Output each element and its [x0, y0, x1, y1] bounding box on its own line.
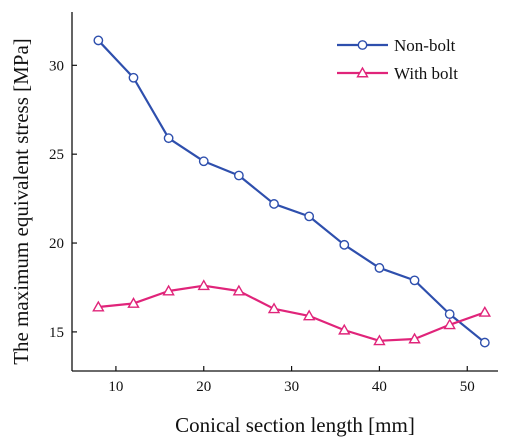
x-tick-label: 10: [108, 379, 123, 395]
series-line-non-bolt: [97, 39, 486, 344]
data-point-with-bolt: [338, 323, 351, 335]
data-point-with-bolt: [92, 300, 105, 312]
x-axis-title: Conical section length [mm]: [175, 413, 415, 437]
data-point-with-bolt: [408, 332, 421, 344]
data-point-with-bolt: [162, 284, 175, 296]
data-point-non-bolt: [93, 35, 104, 46]
data-point-non-bolt: [479, 337, 490, 348]
data-point-with-bolt: [302, 309, 316, 321]
data-point-with-bolt: [232, 284, 246, 296]
data-point-non-bolt: [233, 170, 244, 181]
data-point-non-bolt: [269, 199, 279, 209]
legend-marker: [357, 40, 368, 50]
x-tick-label: 40: [372, 379, 387, 395]
data-point-with-bolt: [373, 334, 386, 346]
legend-label: With bolt: [394, 64, 458, 83]
data-point-non-bolt: [198, 156, 209, 167]
data-point-non-bolt: [374, 263, 385, 273]
data-point-non-bolt: [409, 275, 420, 286]
data-point-with-bolt: [267, 302, 281, 314]
data-point-non-bolt: [339, 239, 350, 250]
data-point-with-bolt: [197, 279, 210, 291]
series-line-with-bolt: [98, 284, 486, 342]
axis-ticks: 10 20 30 40 50 15 20 25 30: [49, 58, 475, 395]
data-point-non-bolt: [163, 133, 174, 144]
x-tick-label: 20: [196, 379, 211, 395]
legend-marker: [356, 66, 369, 78]
data-point-non-bolt: [444, 309, 455, 320]
data-series: [92, 35, 492, 348]
data-point-non-bolt: [304, 211, 315, 222]
data-point-with-bolt: [478, 305, 492, 317]
y-tick-label: 20: [49, 236, 64, 252]
axes: [71, 12, 498, 372]
series-with-bolt: [92, 279, 492, 346]
y-tick-label: 15: [49, 325, 64, 341]
legend-label: Non-bolt: [394, 36, 456, 55]
y-tick-label: 25: [49, 147, 64, 163]
data-point-with-bolt: [443, 318, 456, 330]
data-point-with-bolt: [127, 297, 140, 308]
series-non-bolt: [93, 35, 490, 348]
legend-item-non-bolt: Non-bolt: [337, 36, 456, 55]
x-tick-label: 30: [284, 379, 299, 395]
data-point-non-bolt: [128, 72, 139, 83]
legend-item-with-bolt: With bolt: [337, 64, 458, 83]
y-axis-title: The maximum equivalent stress [MPa]: [9, 38, 33, 365]
x-tick-label: 50: [460, 379, 475, 395]
y-tick-label: 30: [49, 58, 64, 74]
legend: Non-bolt With bolt: [337, 36, 458, 83]
